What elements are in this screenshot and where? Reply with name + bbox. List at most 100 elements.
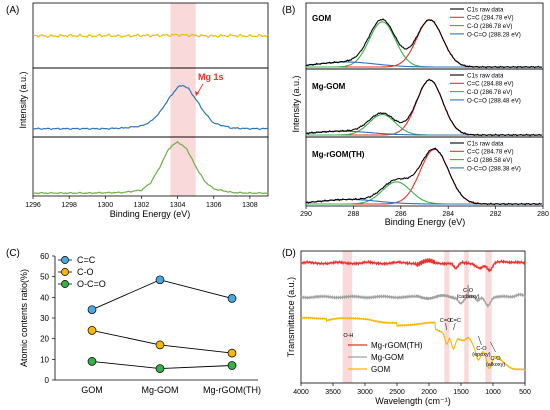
panel-c-data-point bbox=[227, 361, 237, 370]
panel-d-series bbox=[300, 258, 526, 371]
panel-a-x-ticks: 1296 1298 1300 1302 1304 1306 1308 bbox=[25, 196, 258, 209]
panel-d-highlight-band bbox=[464, 251, 469, 383]
panel-b-x-tick-label: 280 bbox=[537, 211, 549, 218]
panel-b-legend-entry: C-O (286.78 eV) bbox=[467, 23, 512, 30]
panel-c-x-tick-label: Mg-GOM bbox=[142, 385, 179, 395]
panel-b-raw-data-line bbox=[305, 18, 542, 69]
panel-c-label: (C) bbox=[6, 248, 20, 259]
panel-a-series bbox=[32, 33, 269, 195]
panel-a-frame-bottom bbox=[32, 136, 269, 197]
panel-d-highlight-bands bbox=[342, 251, 492, 383]
panel-d-x-axis-label: Wavelength (cm⁻¹) bbox=[375, 396, 450, 406]
panel-b-y-axis-label: Intensity (a.u.) bbox=[291, 75, 301, 132]
panel-b-legend-entry: C-O (286.78 eV) bbox=[467, 89, 512, 96]
panel-b-legend-entry: O-C=O (288.48 eV) bbox=[467, 97, 521, 104]
panel-a-series-line bbox=[32, 84, 269, 131]
panel-c-data-point bbox=[87, 326, 97, 335]
panel-b-x-tick-label: 288 bbox=[348, 211, 360, 218]
panel-b-legend-entry: C=C (284.88 eV) bbox=[467, 81, 514, 88]
panel-c-legend: C=C C-O O-C=O bbox=[58, 255, 106, 289]
panel-c-y-tick-label: 40 bbox=[40, 293, 49, 302]
panel-b-sample-name-3: Mg-rGOM(TH) bbox=[312, 150, 365, 159]
panel-a-annotation-mg1s: Mg 1s bbox=[198, 72, 224, 82]
panel-b-legend-entry: C1s raw data bbox=[467, 6, 504, 13]
panel-c-y-tick-label: 0 bbox=[45, 376, 50, 385]
panel-c-x-tick-label: GOM bbox=[81, 385, 103, 395]
panel-d-annotation-pointer bbox=[453, 322, 456, 331]
panel-a-frame-middle bbox=[32, 67, 269, 138]
panel-d-x-tick-label: 3500 bbox=[325, 389, 341, 396]
panel-d-legend-entry: Mg-GOM bbox=[371, 353, 404, 362]
panel-a-x-axis-label: Binding Energy (eV) bbox=[110, 209, 191, 219]
panel-c-legend-entry: C=C bbox=[77, 255, 96, 265]
panel-c-legend-marker bbox=[61, 268, 69, 276]
panel-d-x-tick-label: 2000 bbox=[421, 389, 437, 396]
panel-d-highlight-band bbox=[444, 251, 450, 383]
panel-c-y-ticks: 0 10 20 30 40 50 60 bbox=[40, 252, 55, 385]
panel-c-x-ticks: GOM Mg-GOM Mg-rGOM(TH) bbox=[81, 385, 261, 395]
panel-a-x-tick-label: 1302 bbox=[134, 202, 150, 209]
panel-c-legend-marker bbox=[61, 256, 69, 264]
panel-c-legend-entry: C-O bbox=[77, 267, 94, 277]
panel-b-series bbox=[305, 18, 542, 206]
panel-d-annotation-c-o-epoxy: C-O (epoxy) bbox=[472, 346, 491, 358]
panel-d-highlight-band bbox=[485, 251, 492, 383]
panel-b-label: (B) bbox=[282, 5, 295, 16]
panel-d-x-tick-label: 2500 bbox=[389, 389, 405, 396]
panel-b-x-tick-label: 286 bbox=[395, 211, 407, 218]
panel-c-legend-entry: O-C=O bbox=[77, 279, 106, 289]
panel-b-legend-entry: C1s raw data bbox=[467, 140, 504, 147]
panel-c-series bbox=[87, 275, 237, 373]
panel-a-series-line bbox=[32, 140, 269, 195]
panel-d-legend: Mg-rGOM(TH) Mg-GOM GOM bbox=[348, 341, 423, 374]
panel-b-x-axis-label: Binding Energy (eV) bbox=[385, 217, 466, 227]
panel-c-data-point bbox=[155, 364, 165, 373]
panel-d-annotation-c-o-carboxy: C-O (carboxy) bbox=[457, 288, 480, 300]
panel-d-series-line bbox=[300, 258, 526, 273]
panel-d-series-line bbox=[300, 292, 526, 308]
panel-a: (A) 1296 1298 1300 1302 1304 1306 1308 Binding… bbox=[6, 2, 269, 219]
panel-a-x-tick-label: 1300 bbox=[98, 202, 114, 209]
panel-c-y-tick-label: 60 bbox=[40, 252, 49, 261]
panel-b-sample-name-1: GOM bbox=[312, 14, 331, 23]
panel-a-x-tick-label: 1296 bbox=[25, 202, 41, 209]
panel-b-frame-3 bbox=[305, 136, 544, 207]
panel-c-y-tick-label: 20 bbox=[40, 335, 49, 344]
panel-c-data-point bbox=[87, 305, 97, 315]
panel-b-x-ticks: 290 288 286 284 282 280 bbox=[300, 206, 549, 218]
panel-b: (B) 290 288 286 284 282 280 Binding Energy (e… bbox=[282, 2, 549, 227]
panel-c-legend-marker bbox=[61, 280, 69, 288]
panel-c-data-point bbox=[227, 294, 237, 303]
panel-b-legend-entry: C=C (284.78 eV) bbox=[467, 15, 514, 22]
panel-d-annotation-pointer bbox=[478, 335, 482, 346]
panel-d-annotation-c-o-alkoxy: C-O (alkoxy) bbox=[486, 356, 505, 368]
panel-c-y-tick-label: 10 bbox=[40, 355, 49, 364]
panel-b-legend-entry: O-C=O (288.28 eV) bbox=[467, 31, 521, 38]
panel-d: (D) 4000 3500 3000 2500 2000 1500 1000 500 Mg-r… bbox=[282, 248, 531, 406]
panel-c-y-tick-label: 30 bbox=[40, 314, 49, 323]
panel-d-annotation-c-eq-o: C=O bbox=[440, 318, 452, 324]
panel-b-x-tick-label: 282 bbox=[490, 211, 502, 218]
panel-b-x-tick-label: 284 bbox=[442, 211, 454, 218]
panel-c-y-axis-label: Atomic contents ratio(%) bbox=[19, 269, 29, 367]
panel-c-data-point bbox=[155, 275, 165, 285]
panel-a-y-axis-label: Intensity (a.u.) bbox=[18, 71, 28, 128]
panel-b-legend-entry: C-O (286.58 eV) bbox=[467, 157, 512, 164]
panel-d-series-line bbox=[300, 316, 526, 371]
panel-b-raw-data-line bbox=[305, 147, 542, 206]
panel-b-x-tick-label: 290 bbox=[300, 211, 312, 218]
panel-c: (C) 0 10 20 30 40 50 60 GOM Mg-GOM Mg-rGOM(TH) C… bbox=[6, 248, 261, 395]
panel-c-x-tick-label: Mg-rGOM(TH) bbox=[203, 385, 261, 395]
panel-b-legend-entry: C1s raw data bbox=[467, 72, 504, 79]
panel-a-x-tick-label: 1308 bbox=[242, 202, 258, 209]
panel-d-annotation-c-eq-c: C=C bbox=[450, 318, 461, 324]
panel-a-label: (A) bbox=[6, 5, 19, 16]
panel-b-component-line bbox=[306, 113, 542, 136]
panel-a-x-tick-label: 1306 bbox=[206, 202, 222, 209]
panel-a-x-tick-label: 1298 bbox=[61, 202, 77, 209]
panel-b-sample-name-2: Mg-GOM bbox=[312, 82, 346, 91]
panel-d-annotation-pointer bbox=[490, 341, 496, 353]
panel-b-legend-entry: O-C=O (288.38 eV) bbox=[467, 165, 521, 172]
